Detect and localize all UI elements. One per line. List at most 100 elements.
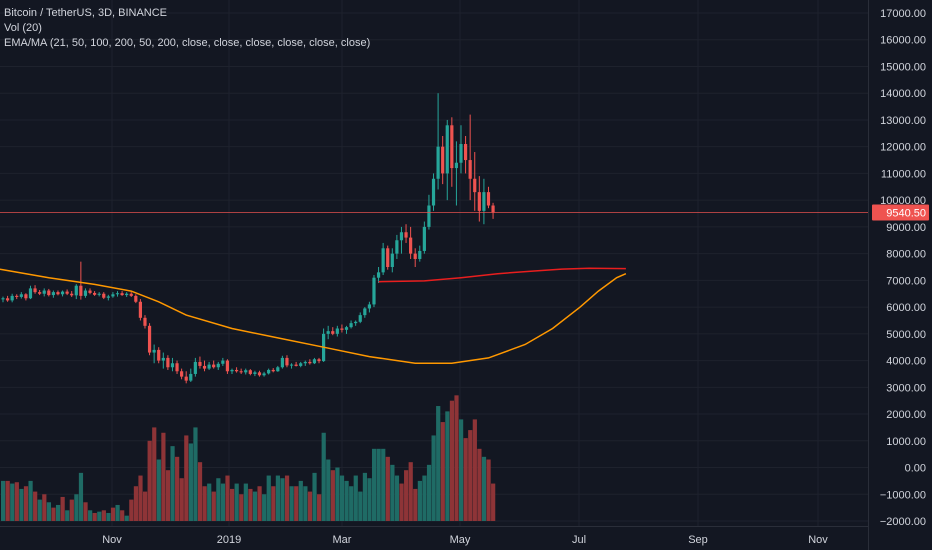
- volume-bar: [74, 494, 79, 521]
- candle-body: [267, 369, 271, 374]
- candle-body: [399, 232, 404, 241]
- volume-bar: [385, 456, 390, 521]
- legend-volume[interactable]: Vol (20): [4, 22, 42, 34]
- volume-bar: [197, 462, 203, 521]
- volume-bar: [5, 480, 10, 521]
- candle-body: [38, 292, 42, 294]
- time-axis[interactable]: Nov 2019 Mar May Jul Sep Nov: [102, 534, 828, 546]
- volume-bar: [92, 512, 97, 521]
- time-tick-label: 2019: [217, 534, 241, 546]
- candle-body: [340, 328, 344, 330]
- volume-bar: [207, 483, 212, 521]
- volume-bar: [216, 478, 221, 521]
- volume-bar: [330, 470, 335, 521]
- volume-bar: [303, 486, 308, 521]
- volume-bar: [381, 448, 386, 521]
- candle-body: [106, 296, 110, 298]
- volume-bar: [225, 475, 230, 521]
- candle-body: [207, 364, 211, 369]
- volume-bar: [175, 456, 180, 521]
- volume-bar: [353, 475, 358, 521]
- price-tick-label: 11000.00: [881, 168, 926, 180]
- volume-bar: [230, 488, 235, 521]
- candle-body: [125, 293, 129, 296]
- volume-bar: [449, 400, 455, 521]
- time-tick-label: Sep: [688, 534, 708, 546]
- volume-bar: [252, 491, 258, 521]
- candle-body: [93, 292, 97, 295]
- price-axis[interactable]: 17000.00 16000.00 15000.00 14000.00 13000.00…: [880, 8, 926, 528]
- candle-body: [413, 253, 417, 259]
- candle-body: [65, 291, 69, 294]
- candle-body: [477, 192, 481, 211]
- price-tick-label: 17000.00: [880, 8, 926, 20]
- volume-bar: [399, 483, 404, 521]
- volume-bar: [83, 502, 88, 521]
- price-tick-label: −1000.00: [880, 489, 926, 501]
- candle-body: [157, 349, 161, 361]
- candle-body: [335, 328, 339, 334]
- candle-body: [349, 323, 353, 328]
- volume-bar: [184, 435, 189, 521]
- volume-bar: [312, 472, 317, 521]
- candle-body: [102, 293, 106, 298]
- candle-body: [120, 293, 124, 296]
- candle-body: [317, 359, 321, 362]
- volume-bar: [371, 448, 377, 521]
- candle-body: [230, 369, 234, 372]
- volume-bar: [60, 496, 65, 521]
- current-price-badge: 9540.50: [872, 204, 929, 221]
- candle-body: [24, 294, 28, 299]
- candle-body: [294, 364, 298, 366]
- candle-body: [193, 361, 197, 374]
- volume-bar: [170, 446, 175, 521]
- volume-bar: [220, 483, 226, 521]
- candle-body: [5, 298, 10, 301]
- volume-bar: [161, 432, 166, 521]
- price-tick-label: 16000.00: [880, 35, 926, 47]
- volume-bar: [120, 510, 125, 521]
- candle-body: [225, 360, 230, 372]
- candle-body: [111, 294, 115, 297]
- candle-body: [1, 298, 5, 300]
- volume-bar: [390, 464, 395, 521]
- time-tick-label: Jul: [572, 534, 586, 546]
- volume-bar: [284, 475, 290, 521]
- volume-bar: [289, 486, 294, 521]
- volume-bar: [440, 422, 445, 521]
- candle-body: [262, 373, 266, 376]
- volume-bar: [97, 511, 102, 521]
- candle-body: [436, 146, 440, 179]
- candle-body: [83, 290, 88, 296]
- volume-bar: [55, 504, 61, 521]
- price-tick-label: −2000.00: [880, 516, 926, 528]
- candle-body: [79, 285, 83, 296]
- candle-body: [152, 349, 156, 353]
- volume-bar: [491, 483, 496, 521]
- volume-bar: [248, 488, 253, 521]
- volume-bar: [335, 467, 340, 521]
- volume-bar: [142, 491, 148, 521]
- volume-bar: [358, 491, 363, 521]
- candle-body: [134, 295, 138, 302]
- candle-body: [47, 290, 51, 296]
- volume-bar: [243, 483, 248, 521]
- volume-bar: [431, 435, 436, 521]
- ma-red-line: [378, 267, 626, 283]
- legend-ma[interactable]: EMA/MA (21, 50, 100, 200, 50, 200, close…: [4, 37, 371, 49]
- candle-body: [147, 325, 152, 353]
- volume-bar: [165, 470, 171, 521]
- volume-bar: [239, 494, 244, 521]
- candle-body: [198, 361, 202, 366]
- volume-bar: [138, 475, 143, 521]
- volume-bar: [124, 515, 129, 521]
- candle-body: [404, 232, 408, 238]
- legend-symbol[interactable]: Bitcoin / TetherUS, 3D, BINANCE: [4, 7, 168, 19]
- volume-bar: [188, 443, 193, 521]
- candle-body: [431, 178, 436, 206]
- candle-body: [60, 291, 65, 295]
- volume-bar: [147, 440, 152, 521]
- candle-body: [74, 285, 78, 296]
